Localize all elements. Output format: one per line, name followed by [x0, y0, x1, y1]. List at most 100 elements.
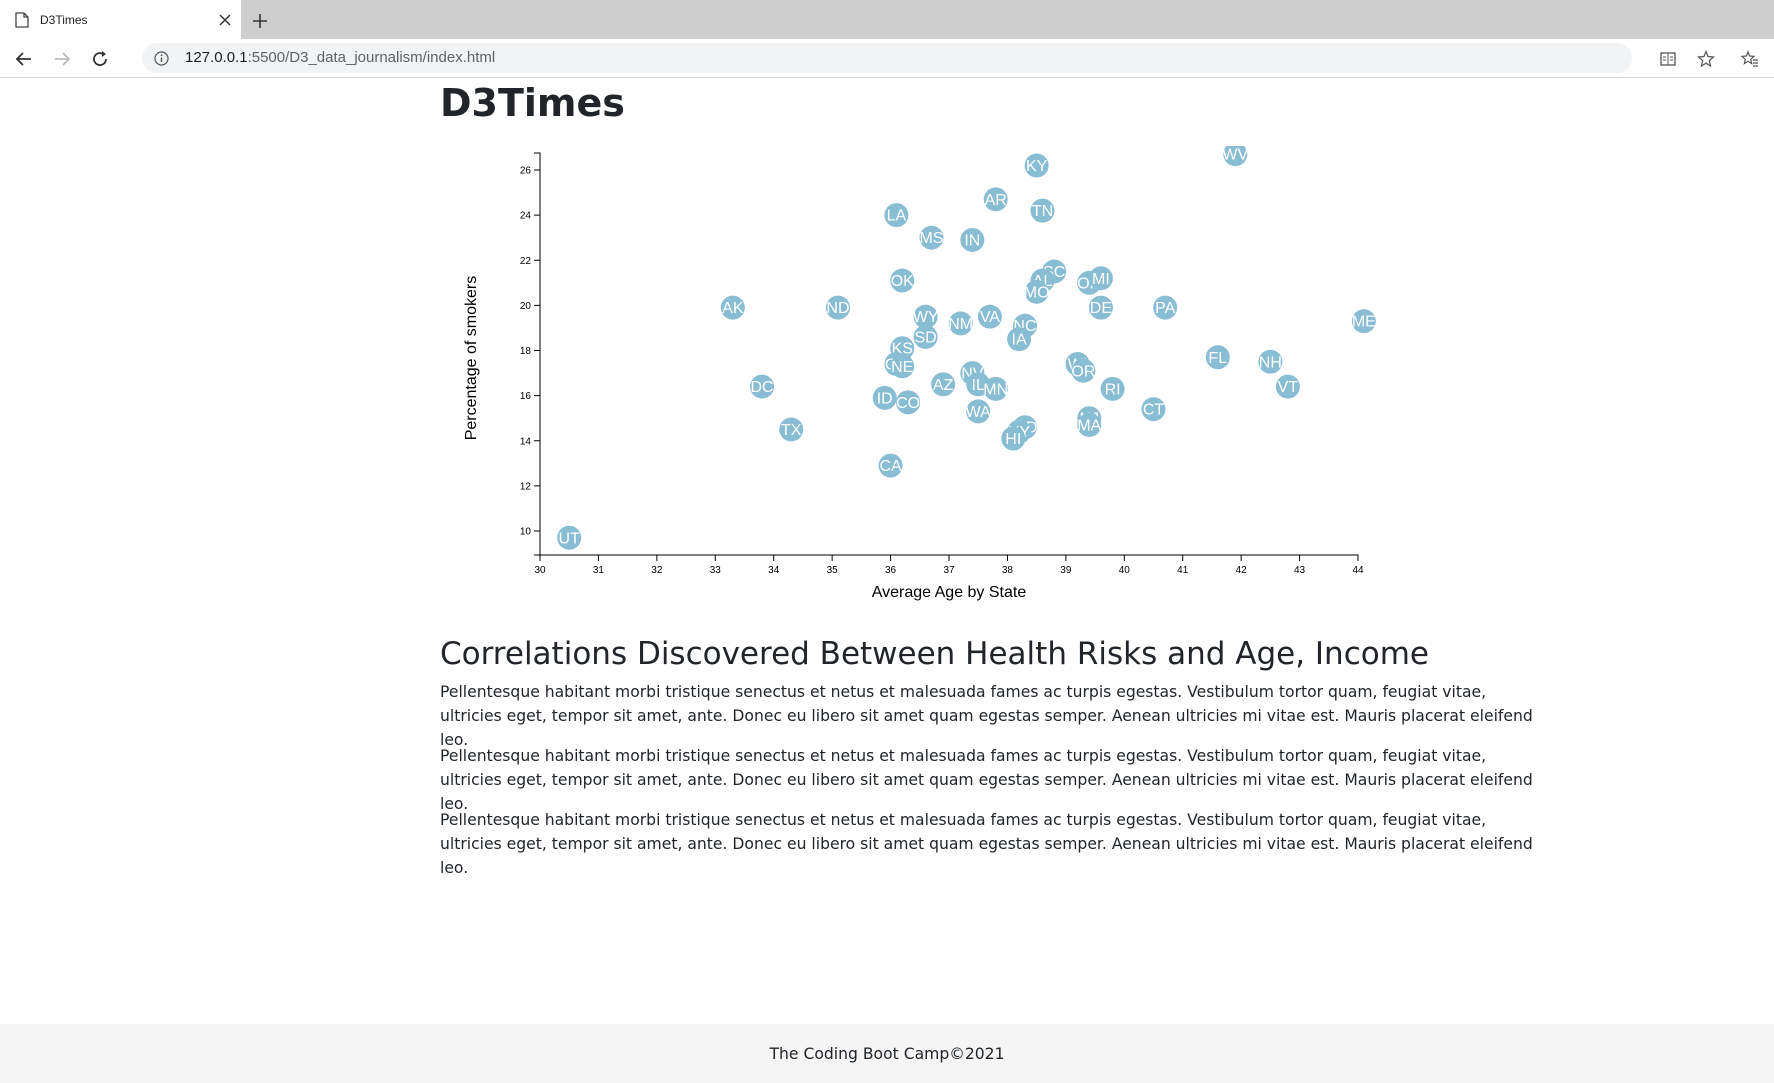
state-circle	[896, 390, 921, 415]
forward-arrow-icon[interactable]	[52, 49, 72, 69]
y-tick-label: 22	[520, 256, 532, 267]
state-circle	[1205, 345, 1230, 370]
tab-strip: D3Times	[0, 0, 1774, 39]
y-axis-line	[534, 152, 541, 556]
state-circle	[1030, 198, 1055, 223]
state-circle	[913, 304, 938, 329]
tab-title: D3Times	[40, 13, 88, 27]
state-label: MS	[919, 230, 943, 247]
x-tick-label: 30	[534, 565, 546, 576]
state-label: CT	[1143, 402, 1165, 419]
state-label: NE	[891, 359, 913, 376]
state-label: DE	[1090, 300, 1112, 317]
x-tick-label: 36	[885, 565, 897, 576]
y-tick-label: 20	[520, 301, 532, 312]
address-bar[interactable]: 127.0.0.1:5500/D3_data_journalism/index.…	[142, 43, 1632, 73]
favorites-icon[interactable]	[1741, 50, 1759, 68]
state-circle	[1024, 279, 1049, 304]
state-circle	[884, 203, 909, 228]
state-label: SD	[915, 329, 937, 346]
state-circle	[960, 227, 985, 252]
state-label: FL	[1208, 350, 1227, 367]
x-tick-label: 35	[827, 565, 839, 576]
state-circle	[983, 376, 1008, 401]
state-circle	[1351, 309, 1376, 334]
browser-toolbar: 127.0.0.1:5500/D3_data_journalism/index.…	[0, 39, 1774, 78]
y-tick-label: 24	[520, 211, 532, 222]
state-circle	[825, 295, 850, 320]
state-label: RI	[1105, 381, 1121, 398]
state-label: LA	[887, 208, 907, 225]
article-heading: Correlations Discovered Between Health R…	[440, 636, 1429, 672]
x-tick-label: 43	[1294, 565, 1306, 576]
new-tab-icon[interactable]	[252, 13, 268, 29]
footer-text: The Coding Boot Camp©2021	[769, 1044, 1005, 1063]
state-label: CO	[896, 395, 920, 412]
back-arrow-icon[interactable]	[14, 49, 34, 69]
y-axis-title: Percentage of smokers	[463, 276, 480, 441]
state-label: OR	[1071, 363, 1095, 380]
add-favorite-icon[interactable]	[1697, 50, 1715, 68]
state-label: ND	[826, 300, 849, 317]
x-tick-label: 41	[1177, 565, 1189, 576]
state-circle	[779, 417, 804, 442]
y-tick-label: 14	[520, 436, 532, 447]
state-label: WA	[966, 404, 992, 421]
state-label: AZ	[933, 377, 954, 394]
state-label: NM	[948, 316, 973, 333]
x-tick-label: 32	[651, 565, 663, 576]
state-circle	[1088, 266, 1113, 291]
state-label: NH	[1259, 354, 1282, 371]
state-circle	[931, 372, 956, 397]
state-circle	[977, 304, 1002, 329]
state-circle	[1077, 412, 1102, 437]
y-tick-label: 16	[520, 391, 532, 402]
state-label: HI	[1005, 431, 1021, 448]
x-axis-title: Average Age by State	[872, 584, 1027, 601]
state-circle	[878, 453, 903, 478]
page-title: D3Times	[440, 81, 625, 125]
state-label: VT	[1278, 379, 1299, 396]
info-icon[interactable]	[154, 51, 169, 66]
x-tick-label: 31	[593, 565, 605, 576]
url-host: 127.0.0.1	[185, 49, 248, 66]
reader-view-icon[interactable]	[1659, 50, 1677, 68]
page-icon	[15, 12, 29, 28]
state-label: AK	[722, 300, 744, 317]
y-tick-label: 18	[520, 346, 532, 357]
reload-icon[interactable]	[90, 49, 110, 69]
state-label: MO	[1024, 284, 1050, 301]
close-icon[interactable]	[218, 13, 232, 27]
state-label: IA	[1012, 332, 1027, 349]
state-label: IL	[972, 377, 985, 394]
state-circle	[1100, 376, 1125, 401]
footer: The Coding Boot Camp©2021	[0, 1024, 1774, 1083]
state-circle	[966, 399, 991, 424]
page-content: D3Times 30 31 32 33 34 35 36 37 38 39 40 41 42 43 44 10…	[0, 78, 1774, 1083]
x-tick-label: 42	[1236, 565, 1248, 576]
state-circle	[1024, 153, 1049, 178]
browser-tab[interactable]: D3Times	[0, 0, 241, 39]
state-label: UT	[559, 530, 581, 547]
x-tick-label: 38	[1002, 565, 1014, 576]
state-label: OK	[891, 273, 914, 290]
state-circle	[1088, 295, 1113, 320]
state-label: AR	[985, 192, 1007, 209]
state-label: ME	[1352, 314, 1376, 331]
state-circle	[1001, 426, 1026, 451]
state-label: DC	[750, 379, 773, 396]
state-circle	[750, 374, 775, 399]
state-label: TN	[1032, 203, 1053, 220]
x-tick-label: 33	[710, 565, 722, 576]
state-label: WY	[913, 309, 939, 326]
state-label: TX	[781, 422, 802, 439]
y-tick-label: 12	[520, 481, 532, 492]
state-label: KY	[1026, 158, 1048, 175]
state-circle	[557, 525, 582, 550]
article-paragraph: Pellentesque habitant morbi tristique se…	[440, 811, 1533, 877]
state-circle	[720, 295, 745, 320]
state-label: IN	[964, 232, 980, 249]
state-label: MI	[1092, 271, 1110, 288]
state-circle	[1275, 374, 1300, 399]
state-circle	[948, 311, 973, 336]
